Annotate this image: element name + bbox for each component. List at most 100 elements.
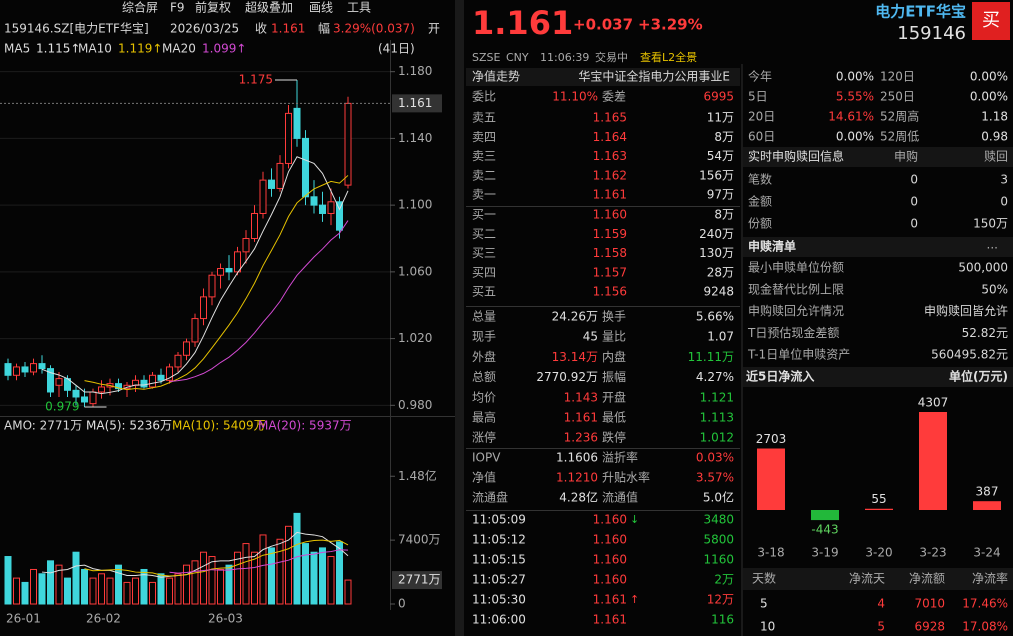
label: 6928 xyxy=(914,620,945,634)
candle-body xyxy=(234,251,241,273)
candle-body xyxy=(115,383,122,390)
toolbar-button[interactable]: 画线 xyxy=(309,1,333,15)
label: 14.61% xyxy=(828,110,874,124)
section-header xyxy=(743,147,1013,167)
label: 申购赎回允许情况 xyxy=(748,303,844,318)
trade-time: 11:05:27 xyxy=(472,573,526,587)
trade-price: 1.161 xyxy=(593,613,627,627)
volume-bar xyxy=(4,556,12,605)
close-price: 1.161 xyxy=(271,22,305,36)
toolbar-button[interactable]: F9 xyxy=(170,1,185,15)
trade-volume: 2万 xyxy=(714,573,734,587)
bid-price: 1.157 xyxy=(593,265,627,279)
toolbar-button[interactable]: 工具 xyxy=(347,1,371,15)
label: 0.98 xyxy=(981,130,1008,144)
trade-price: 1.161 xyxy=(593,593,627,607)
separator xyxy=(0,416,455,417)
label: 卖四 xyxy=(472,130,496,144)
label: 总量 xyxy=(472,310,496,324)
volume-bar xyxy=(13,577,20,605)
low-annotation: 0.979 xyxy=(45,399,79,413)
label: 0 xyxy=(1000,195,1008,209)
label: 卖一 xyxy=(472,188,496,202)
ask-volume: 11万 xyxy=(707,111,734,125)
change-pct: +3.29% xyxy=(638,16,703,34)
ask-price: 1.165 xyxy=(593,111,627,125)
volume-tag-label: 2771万 xyxy=(398,573,441,587)
chart-title: 近5日净流入 xyxy=(746,369,814,384)
label: 1.121 xyxy=(700,390,734,404)
x-tick-label: 3-19 xyxy=(811,546,838,560)
trade-price: 1.160 xyxy=(593,513,627,527)
label: 60日 xyxy=(748,130,775,144)
label: 现手 xyxy=(472,330,496,344)
label: 5 xyxy=(760,597,768,611)
y-tick-label: 0.980 xyxy=(398,398,432,412)
label: 52.82元 xyxy=(962,326,1008,340)
unit: 单位(万元) xyxy=(949,369,1008,384)
label: 1.161 xyxy=(564,411,598,425)
volume-title: AMO: 2771万 xyxy=(4,419,82,433)
ask-price: 1.161 xyxy=(593,188,627,202)
label: 11.11万 xyxy=(688,350,734,364)
volume-bar xyxy=(64,577,71,605)
label: 4 xyxy=(877,597,885,611)
label: 24.26万 xyxy=(552,310,598,324)
volume-bar xyxy=(242,543,250,605)
ask-price: 1.162 xyxy=(593,168,627,182)
label: 13.14万 xyxy=(552,350,598,364)
x-tick-label: 3-24 xyxy=(973,546,1000,560)
separator xyxy=(466,306,740,307)
label: 份额 xyxy=(748,217,772,231)
label: 6995 xyxy=(703,90,734,104)
label: 最高 xyxy=(472,410,496,425)
buy-label[interactable]: 买 xyxy=(982,10,1000,31)
label: 卖五 xyxy=(472,111,496,125)
label: 净值 xyxy=(472,470,496,485)
separator xyxy=(466,206,740,207)
status[interactable]: 查看L2全景 xyxy=(640,50,697,64)
label: 0.00% xyxy=(970,90,1008,104)
candle-body xyxy=(157,374,165,381)
tab: 净值走势 xyxy=(472,69,520,84)
volume-bar xyxy=(259,534,267,605)
trade-arrow: ↑ xyxy=(630,593,639,606)
volume-bar xyxy=(293,512,301,605)
buy-button[interactable] xyxy=(972,2,1010,40)
y-tick-label: 1.020 xyxy=(398,331,432,345)
candle-body xyxy=(310,196,318,206)
candle-body xyxy=(89,391,97,405)
ask-price: 1.164 xyxy=(593,130,627,144)
toolbar-button[interactable]: 超级叠加 xyxy=(245,0,293,15)
label: 金额 xyxy=(748,194,772,209)
security-code: 159146 xyxy=(897,23,966,44)
y-tick-label: 1.180 xyxy=(398,64,432,78)
label: 5.0亿 xyxy=(703,490,734,505)
toolbar-button[interactable]: 综合屏 xyxy=(122,0,158,15)
label: 1.113 xyxy=(700,411,734,425)
label: 均价 xyxy=(472,390,496,404)
toolbar-button[interactable]: 前复权 xyxy=(195,0,231,15)
separator xyxy=(466,448,740,449)
candle-body xyxy=(302,137,309,198)
ma-line xyxy=(84,175,349,391)
more-button[interactable]: ... xyxy=(987,238,998,252)
security-name: 电力ETF华宝 xyxy=(875,3,966,21)
fund-name: 华宝中证全指电力公用事业E xyxy=(578,69,730,84)
high-annotation: 1.175 xyxy=(239,73,273,87)
candle-body xyxy=(208,274,216,298)
label: 净流天 xyxy=(849,572,885,586)
section-header xyxy=(466,68,740,86)
data-label: -443 xyxy=(811,523,838,537)
label: 1.1606 xyxy=(556,451,598,465)
label: 净流额 xyxy=(909,572,945,586)
bar xyxy=(811,510,839,521)
volume-ma-line xyxy=(169,549,349,574)
candle-body xyxy=(285,112,292,164)
ask-volume: 156万 xyxy=(699,168,734,182)
label: 申购 xyxy=(894,149,918,164)
volume-bar xyxy=(276,538,284,605)
trade-volume: 5800 xyxy=(703,533,734,547)
ma-value: 1.115↑ xyxy=(36,42,80,56)
volume-bar xyxy=(81,568,88,605)
